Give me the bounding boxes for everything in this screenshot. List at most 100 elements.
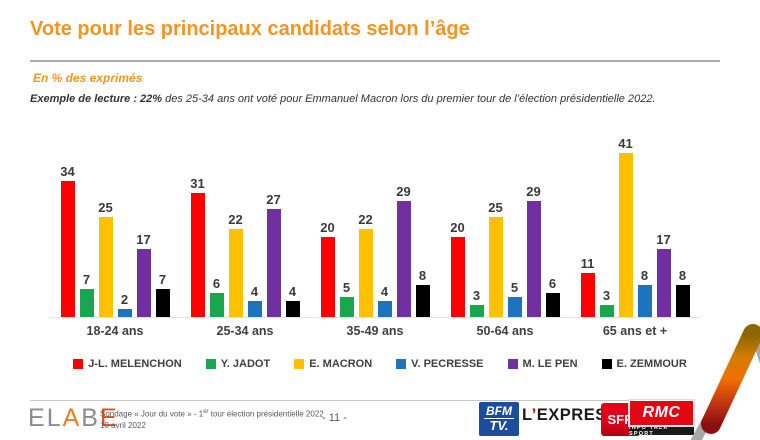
sfr-logo-text: SFR [607,412,634,427]
lexpress-apostrophe: ’ [531,406,537,424]
bar-value-label: 8 [418,268,427,283]
bar-cell: 5 [507,280,522,317]
bar-value-label: 5 [342,280,351,295]
bar-e-macron [488,217,503,317]
bar-value-label: 4 [250,284,259,299]
bar-value-label: 8 [678,268,687,283]
bar-v-pecresse [247,301,262,317]
legend-item: E. ZEMMOUR [601,358,687,370]
source-line1: Sondage « Jour du vote » - 1 [100,409,204,419]
footer-divider [30,400,690,401]
bar-cell: 17 [656,232,671,317]
source-line2: 10 avril 2022 [100,420,146,430]
bar-e-macron [358,229,373,317]
elabe-logo-letter: A [62,404,82,432]
bfmtv-logo-bottom: TV. [489,418,509,433]
bar-value-label: 29 [396,184,411,199]
bar-cell: 29 [526,184,541,317]
bar-value-label: 20 [450,220,465,235]
bar-cell: 3 [469,288,484,317]
bar-value-label: 31 [190,176,205,191]
bar-e-zemmour [545,293,560,317]
legend-label: M. LE PEN [522,358,578,370]
bar-value-label: 3 [602,288,611,303]
category-label: 18-24 ans [86,324,144,338]
bar-cell: 31 [190,176,205,317]
bar-cell: 8 [415,268,430,317]
elabe-logo-letter: E [99,404,119,432]
bar-cell: 25 [98,200,113,317]
bar-m-le-pen [526,201,541,317]
bfmtv-logo: BFM TV. [479,402,519,436]
rmc-tagline: INFO TALK SPORT [629,424,669,437]
bar-m-le-pen [396,201,411,317]
bar-y-jadot [339,297,354,317]
bar-y-jadot [209,293,224,317]
bar-cell: 22 [358,212,373,317]
bar-cell: 2 [117,292,132,317]
bar-m-le-pen [656,249,671,317]
bar-y-jadot [79,289,94,317]
bar-value-label: 4 [288,284,297,299]
legend-label: Y. JADOT [220,358,271,370]
bar-value-label: 7 [82,272,91,287]
bar-j-l-melenchon [450,237,465,317]
legend-swatch [205,359,216,369]
bar-v-pecresse [507,297,522,317]
elabe-logo: ELABE [28,404,119,432]
legend-swatch [507,359,518,369]
rmc-logo-band: INFO TALK SPORT [629,424,694,437]
legend-item: E. MACRON [294,358,372,370]
bar-cell: 8 [637,268,652,317]
bar-cell: 22 [228,212,243,317]
legend-label: J-L. MELENCHON [88,358,182,370]
unit-note: En % des exprimés [33,71,143,85]
rmc-logo-text: RMC [642,404,681,421]
bar-e-macron [228,229,243,317]
lexpress-logo: L’EXPRESS [522,406,618,425]
grouped-bar-chart: 34 7 25 2 17 7 31 6 22 4 27 4 20 5 22 4 29 8 20 3 25 5 29 6 11 3 4… [50,128,700,338]
bar-cell: 20 [320,220,335,317]
bar-j-l-melenchon [190,193,205,317]
bar-e-zemmour [155,289,170,317]
bar-cell: 4 [377,284,392,317]
bar-value-label: 27 [266,192,281,207]
category-label: 65 ans et + [602,324,668,338]
bar-cell: 3 [599,288,614,317]
reading-example-bold: Exemple de lecture : 22% [30,93,163,105]
bar-cell: 27 [266,192,281,317]
bar-cell: 11 [580,256,595,317]
lexpress-rest: EXPRESS [536,406,619,424]
bar-j-l-melenchon [580,273,595,317]
elabe-letter-a-decoration [690,324,760,440]
bar-y-jadot [469,305,484,317]
bar-value-label: 22 [358,212,373,227]
bar-cell: 41 [618,136,633,317]
elabe-logo-letter: L [46,404,63,432]
bar-value-label: 6 [212,276,221,291]
bar-value-label: 29 [526,184,541,199]
bar-value-label: 25 [488,200,503,215]
bar-cell: 34 [60,164,75,317]
bar-group: 11 3 41 8 17 8 [570,136,700,317]
chart-category-axis: 18-24 ans 25-34 ans 35-49 ans 50-64 ans 65 a… [50,318,700,338]
bar-cell: 29 [396,184,411,317]
legend-item: M. LE PEN [507,358,578,370]
bfmtv-logo-top: BFM [484,404,514,419]
bar-value-label: 17 [136,232,151,247]
bar-v-pecresse [117,309,132,317]
bar-value-label: 25 [98,200,113,215]
bar-e-macron [618,153,633,317]
legend-swatch [294,359,305,369]
category-label: 50-64 ans [476,324,534,338]
bar-cell: 6 [545,276,560,317]
bar-y-jadot [599,305,614,317]
bar-cell: 8 [675,268,690,317]
bar-j-l-melenchon [60,181,75,317]
source-line1-post: tour élection présidentielle 2022 [208,409,324,419]
bar-value-label: 17 [656,232,671,247]
bar-e-zemmour [285,301,300,317]
legend-swatch [73,359,84,369]
bar-cell: 7 [155,272,170,317]
reading-example: Exemple de lecture : 22% des 25-34 ans o… [30,93,656,105]
